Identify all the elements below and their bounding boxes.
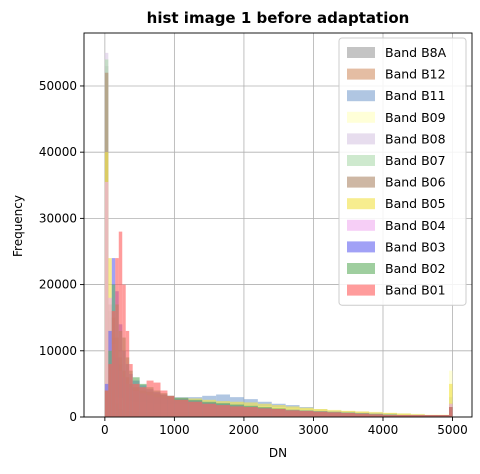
- y-tick-label: 30000: [39, 211, 77, 225]
- x-tick-label: 5000: [437, 423, 468, 437]
- legend-label: Band B07: [385, 153, 446, 168]
- histogram-bar: [382, 415, 397, 417]
- histogram-bar: [129, 364, 133, 417]
- legend-swatch: [347, 263, 375, 274]
- legend-item: Band B09: [347, 110, 446, 125]
- tick-labels: 0 1000 2000 3000 4000 50000100002000030000400…: [39, 79, 468, 437]
- histogram-bar: [410, 415, 425, 417]
- histogram-bar: [160, 390, 168, 417]
- legend-label: Band B11: [385, 88, 446, 103]
- legend-swatch: [347, 219, 375, 231]
- histogram-bar: [299, 411, 314, 417]
- legend-swatch: [347, 68, 375, 80]
- legend-swatch: [347, 155, 375, 166]
- histogram-bar: [125, 330, 130, 417]
- legend-label: Band B08: [385, 131, 446, 146]
- y-tick-label: 20000: [39, 278, 77, 292]
- x-tick-label: 3000: [298, 423, 329, 437]
- legend-label: Band B8A: [385, 45, 447, 60]
- legend: Band B8A Band B12 Band B11 Band B09 Band B08…: [338, 37, 467, 306]
- histogram-bar: [174, 399, 189, 417]
- x-tick-label: 2000: [229, 423, 260, 437]
- legend-item: Band B04: [347, 218, 446, 233]
- histogram-bar: [132, 383, 140, 417]
- histogram-bar: [230, 406, 244, 417]
- histogram-bar: [271, 409, 286, 417]
- y-tick-label: 0: [69, 410, 77, 424]
- histogram-bar: [449, 383, 453, 417]
- legend-item: Band B8A: [347, 45, 447, 60]
- legend-item: Band B01: [347, 283, 446, 298]
- histogram-bar: [327, 412, 342, 417]
- histogram-bar: [396, 415, 411, 417]
- legend-label: Band B03: [385, 239, 446, 254]
- legend-item: Band B11: [347, 88, 446, 103]
- histogram-bar: [146, 380, 154, 417]
- legend-swatch: [347, 90, 375, 102]
- histogram-bar: [341, 413, 356, 417]
- histogram-bar: [243, 407, 258, 417]
- legend-swatch: [347, 198, 375, 210]
- histogram-bar: [167, 395, 175, 417]
- histogram-bar: [108, 364, 112, 417]
- plot-frame: [83, 32, 473, 418]
- histogram-bar: [285, 410, 300, 417]
- x-tick-label: 4000: [368, 423, 399, 437]
- histogram-bar: [369, 414, 383, 417]
- series-band-b01: [104, 231, 453, 417]
- histogram-bar: [257, 408, 272, 417]
- y-tick-label: 10000: [39, 344, 77, 358]
- histogram-bar: [355, 413, 370, 417]
- x-axis-label: DN: [269, 446, 287, 460]
- legend-item: Band B06: [347, 175, 446, 190]
- histogram-bar: [122, 284, 126, 417]
- legend-swatch: [347, 47, 375, 58]
- histogram-bar: [188, 401, 203, 417]
- legend-item: Band B03: [347, 239, 446, 254]
- histogram-bar: [438, 415, 450, 417]
- legend-label: Band B05: [385, 196, 446, 211]
- legend-swatch: [347, 133, 375, 145]
- histogram-bar: [313, 411, 328, 417]
- legend-item: Band B07: [347, 153, 446, 168]
- chart-title: hist image 1 before adaptation: [147, 9, 410, 27]
- histogram-bar: [104, 181, 109, 417]
- histogram-bar: [424, 415, 439, 417]
- legend-swatch: [347, 111, 375, 123]
- legend-box: [338, 37, 467, 306]
- legend-swatch: [347, 176, 375, 188]
- legend-item: Band B12: [347, 67, 446, 82]
- legend-item: Band B05: [347, 196, 446, 211]
- legend-label: Band B01: [385, 283, 446, 298]
- histogram-bar: [139, 387, 147, 417]
- histogram-bar: [449, 407, 453, 417]
- y-tick-label: 50000: [39, 79, 77, 93]
- y-axis-label: Frequency: [11, 195, 25, 257]
- legend-label: Band B02: [385, 261, 446, 276]
- legend-swatch: [347, 241, 375, 253]
- histogram-bar: [111, 311, 116, 417]
- histogram-bar: [104, 390, 109, 417]
- legend-item: Band B02: [347, 261, 446, 276]
- legend-label: Band B04: [385, 218, 446, 233]
- legend-label: Band B06: [385, 175, 446, 190]
- legend-item: Band B08: [347, 131, 446, 146]
- x-tick-label: 1000: [159, 423, 190, 437]
- histogram-bars: [104, 52, 453, 418]
- axes: [80, 32, 473, 421]
- histogram-bar: [118, 231, 123, 417]
- histogram-bar: [202, 403, 217, 417]
- legend-swatch: [347, 284, 375, 296]
- x-tick-label: 0: [101, 423, 109, 437]
- y-tick-label: 40000: [39, 145, 77, 159]
- histogram-bar: [115, 258, 119, 417]
- legend-label: Band B12: [385, 67, 446, 82]
- legend-label: Band B09: [385, 110, 446, 125]
- histogram-bar: [153, 382, 161, 417]
- histogram-bar: [216, 405, 231, 417]
